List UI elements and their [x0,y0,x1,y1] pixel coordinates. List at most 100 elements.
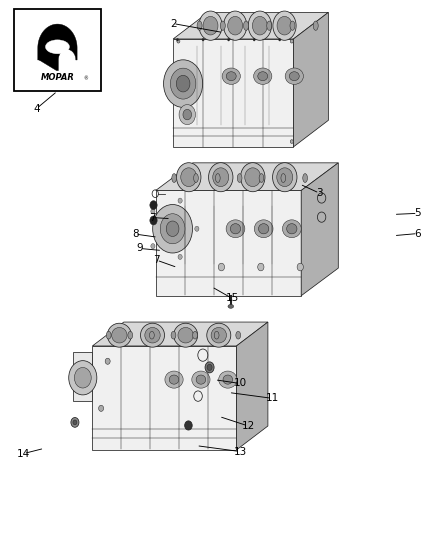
Circle shape [258,263,264,271]
Ellipse shape [177,163,201,192]
Ellipse shape [277,168,293,187]
Polygon shape [92,346,237,450]
Ellipse shape [141,323,165,347]
Circle shape [297,263,304,271]
Text: 6: 6 [414,229,421,239]
Text: MOPAR: MOPAR [41,72,74,82]
Ellipse shape [220,21,225,30]
Circle shape [207,365,212,370]
Ellipse shape [259,174,264,182]
Text: 15: 15 [226,293,239,303]
Circle shape [176,75,190,92]
Polygon shape [38,24,77,70]
Polygon shape [237,322,268,450]
Text: 12: 12 [242,421,255,431]
Polygon shape [155,190,301,296]
Ellipse shape [197,21,202,30]
FancyBboxPatch shape [14,9,101,91]
Circle shape [69,361,97,395]
Circle shape [290,39,293,43]
Ellipse shape [230,224,240,234]
Ellipse shape [244,21,248,30]
Ellipse shape [223,375,233,384]
Circle shape [195,226,199,231]
Circle shape [74,367,91,388]
Circle shape [177,39,180,43]
Ellipse shape [290,21,295,30]
Ellipse shape [267,21,272,30]
Ellipse shape [236,332,240,339]
Ellipse shape [196,375,206,384]
Ellipse shape [248,11,272,41]
Ellipse shape [285,68,304,84]
Ellipse shape [178,327,193,343]
Circle shape [150,216,157,225]
Ellipse shape [286,224,297,234]
Polygon shape [173,12,328,39]
Polygon shape [293,12,328,147]
Circle shape [73,420,77,425]
Text: 7: 7 [153,255,160,265]
Ellipse shape [226,72,236,80]
Polygon shape [173,39,293,147]
Text: 9: 9 [136,244,143,253]
Circle shape [170,68,196,99]
Ellipse shape [214,332,219,339]
Ellipse shape [283,220,301,238]
Ellipse shape [254,220,273,238]
Ellipse shape [107,323,131,347]
Ellipse shape [272,163,297,192]
Text: 8: 8 [132,229,138,239]
Circle shape [105,358,110,365]
Ellipse shape [208,163,233,192]
Ellipse shape [277,17,292,35]
Circle shape [202,38,204,41]
Ellipse shape [181,168,197,187]
Ellipse shape [313,21,318,30]
Ellipse shape [194,174,198,182]
Circle shape [150,201,157,209]
Circle shape [183,109,191,120]
Circle shape [205,362,214,373]
Text: 10: 10 [233,378,247,389]
Circle shape [166,221,179,237]
Circle shape [279,38,281,41]
Ellipse shape [203,17,218,35]
Ellipse shape [199,11,222,41]
Ellipse shape [193,332,198,339]
Ellipse shape [254,68,272,84]
Circle shape [99,405,104,411]
Ellipse shape [145,327,160,343]
Circle shape [227,38,230,41]
Ellipse shape [215,174,220,182]
Ellipse shape [228,17,243,35]
Ellipse shape [165,371,183,388]
Ellipse shape [237,174,242,182]
Ellipse shape [219,371,237,388]
Text: 7: 7 [149,213,156,223]
Text: 13: 13 [233,447,247,456]
Text: 4: 4 [33,103,40,114]
Ellipse shape [273,11,296,41]
Ellipse shape [172,174,177,182]
Ellipse shape [112,327,127,343]
Ellipse shape [213,168,229,187]
Circle shape [151,244,155,249]
Ellipse shape [169,375,179,384]
Polygon shape [73,352,92,401]
Ellipse shape [289,72,299,80]
Circle shape [179,104,195,125]
Polygon shape [155,163,338,190]
Circle shape [160,214,185,244]
Circle shape [177,38,179,41]
Ellipse shape [207,323,231,347]
Circle shape [185,421,192,430]
Ellipse shape [222,68,240,84]
Circle shape [290,140,293,143]
Polygon shape [92,322,268,346]
Ellipse shape [245,168,261,187]
Ellipse shape [258,72,268,80]
Ellipse shape [258,224,269,234]
Circle shape [253,38,255,41]
Ellipse shape [240,163,265,192]
